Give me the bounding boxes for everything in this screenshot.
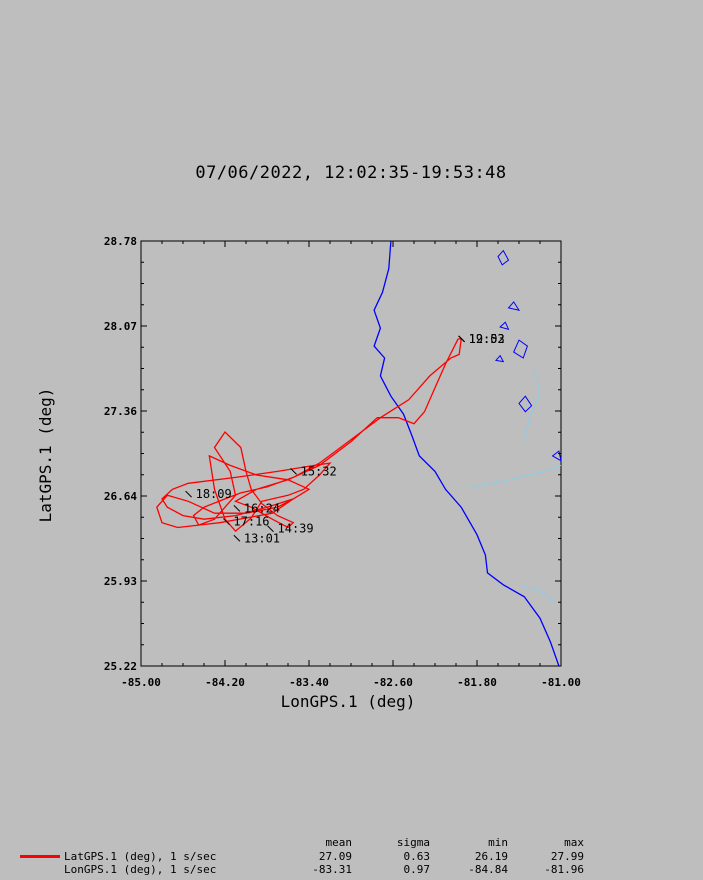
lake-outline [499, 321, 510, 331]
flight-track [156, 338, 462, 533]
legend-header-mean: mean [325, 836, 353, 849]
lake-outline [507, 301, 521, 311]
legend-header-sigma: sigma [396, 836, 430, 849]
annotation-label: 17:16 [233, 515, 269, 529]
y-tick-label: 25.22 [104, 660, 137, 673]
annotation-label: 18:09 [196, 487, 232, 501]
annotation-label: 14:39 [278, 522, 314, 536]
x-tick-label: -83.40 [289, 676, 329, 689]
annotation-marker [185, 490, 192, 498]
river-line [471, 464, 562, 488]
chart-title: 07/06/2022, 12:02:35-19:53:48 [195, 163, 506, 183]
plot-frame [140, 240, 562, 667]
annotation-label: 15:32 [301, 464, 337, 478]
lake-outline [518, 395, 533, 413]
map-layer [373, 240, 562, 667]
y-tick-label: 26.64 [104, 490, 137, 503]
y-tick-label: 27.36 [104, 405, 137, 418]
annotation-label: 12:02 [469, 332, 505, 346]
lake-outline [551, 450, 562, 462]
x-axis-label: LonGPS.1 (deg) [281, 692, 416, 711]
annotation-marker [233, 534, 241, 542]
annotation-marker [267, 525, 274, 533]
y-tick-label: 25.93 [104, 575, 137, 588]
legend-header-min: min [488, 836, 508, 849]
legend-lat-sigma: 0.63 [403, 850, 431, 863]
annotation-label: 19:53 [469, 332, 505, 346]
legend-label-lat: LatGPS.1 (deg), 1 s/sec [64, 850, 217, 863]
annotation-marker [223, 518, 230, 525]
legend-lat-mean: 27.09 [318, 850, 352, 863]
x-tick-label: -81.80 [457, 676, 497, 689]
river-line [518, 584, 557, 604]
x-tick-label: -82.60 [373, 676, 413, 689]
axis-ticks: -85.00 -84.20 -83.40 -82.60 -81.80 -81.00 25.2… [104, 235, 581, 689]
lake-outline [497, 249, 510, 266]
lake-outline [494, 354, 505, 363]
y-tick-label: 28.78 [104, 235, 137, 248]
legend: mean sigma min max LatGPS.1 (deg), 1 s/s… [0, 836, 703, 880]
annotation-marker [290, 468, 297, 475]
y-axis-label: LatGPS.1 (deg) [36, 388, 55, 523]
legend-lat-max: 27.99 [550, 850, 584, 863]
coastline [373, 240, 560, 667]
legend-label-lon: LonGPS.1 (deg), 1 s/sec [64, 863, 217, 876]
annotation-label: 16:24 [244, 501, 280, 515]
x-tick-label: -81.00 [541, 676, 581, 689]
lake-outline [513, 339, 528, 359]
legend-lat-min: 26.19 [474, 850, 508, 863]
river-line [523, 369, 541, 442]
legend-lon-max: -81.96 [544, 863, 584, 876]
annotation-label: 13:01 [244, 531, 280, 545]
x-tick-label: -84.20 [205, 676, 245, 689]
legend-lon-mean: -83.31 [312, 863, 352, 876]
legend-header-max: max [564, 836, 584, 849]
track-line [156, 338, 462, 533]
x-tick-label: -85.00 [121, 676, 161, 689]
annotation-marker [458, 335, 465, 343]
legend-swatch-lat [20, 855, 60, 858]
annotation-marker [233, 505, 241, 512]
legend-lon-min: -84.84 [468, 863, 508, 876]
y-tick-label: 28.07 [104, 320, 137, 333]
legend-lon-sigma: 0.97 [403, 863, 431, 876]
